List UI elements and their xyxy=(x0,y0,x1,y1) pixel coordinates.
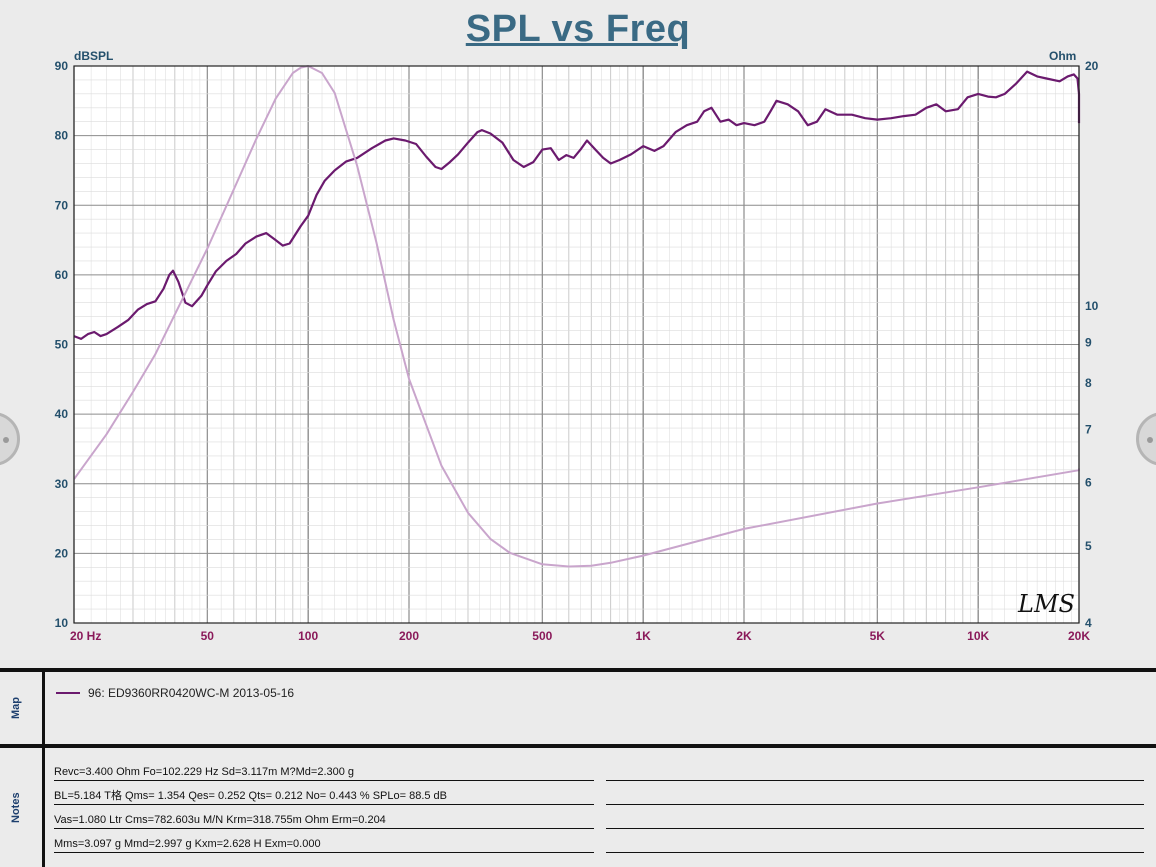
x-tick-label: 200 xyxy=(399,629,419,643)
y-right-tick-label: 8 xyxy=(1085,376,1092,390)
map-label: Map xyxy=(10,697,22,719)
note-line-4: Mms=3.097 g Mmd=2.997 g Kxm=2.628 H Exm=… xyxy=(54,832,594,853)
y-right-tick-label: 10 xyxy=(1085,299,1099,313)
notes-left-border xyxy=(42,748,45,867)
legend-swatch xyxy=(56,692,80,694)
grid xyxy=(73,65,1080,624)
y-right-tick-label: 5 xyxy=(1085,539,1092,553)
tick-labels: 10 20 30 40 50 60 70 80 90 4 5 6 7 8 9 10 20 20 Hz 50 100 20… xyxy=(55,59,1099,643)
x-tick-label: 10K xyxy=(967,629,989,643)
y-axis-right-label: Ohm xyxy=(1049,49,1076,63)
series-line-2 xyxy=(73,65,1080,568)
x-tick-label: 20K xyxy=(1068,629,1090,643)
x-tick-label: 50 xyxy=(201,629,215,643)
y-left-tick-label: 80 xyxy=(55,129,69,143)
y-right-tick-label: 9 xyxy=(1085,335,1092,349)
lms-annotation: LMS xyxy=(1017,590,1075,618)
note-line-2-right xyxy=(606,784,1144,805)
y-left-tick-label: 50 xyxy=(55,338,69,352)
legend: 96: ED9360RR0420WC-M 2013-05-16 xyxy=(56,686,294,700)
y-left-tick-label: 90 xyxy=(55,59,69,73)
map-top-border xyxy=(0,668,1156,672)
legend-entry: 96: ED9360RR0420WC-M 2013-05-16 xyxy=(88,686,295,700)
spl-chart: 10 20 30 40 50 60 70 80 90 4 5 6 7 8 9 10 20 20 Hz 50 100 20… xyxy=(55,49,1099,643)
chart-title: SPL vs Freq xyxy=(465,8,691,50)
x-tick-label: 100 xyxy=(298,629,318,643)
note-line-1: Revc=3.400 Ohm Fo=102.229 Hz Sd=3.117m M… xyxy=(54,760,594,781)
y-left-tick-label: 30 xyxy=(55,477,69,491)
x-tick-label: 20 Hz xyxy=(70,629,101,643)
x-tick-label: 1K xyxy=(635,629,651,643)
note-line-3: Vas=1.080 Ltr Cms=782.603u M/N Krm=318.7… xyxy=(54,808,594,829)
x-tick-label: 2K xyxy=(736,629,752,643)
series-group xyxy=(73,65,1081,568)
note-line-4-right xyxy=(606,832,1144,853)
y-right-tick-label: 20 xyxy=(1085,59,1099,73)
series-line-1 xyxy=(73,70,1081,340)
y-right-tick-label: 6 xyxy=(1085,476,1092,490)
y-left-tick-label: 10 xyxy=(55,616,69,630)
notes-label: Notes xyxy=(10,792,22,823)
y-left-tick-label: 70 xyxy=(55,198,69,212)
y-left-tick-label: 60 xyxy=(55,268,69,282)
notes-top-border xyxy=(0,744,1156,748)
y-axis-left-label: dBSPL xyxy=(74,49,113,63)
note-line-2: BL=5.184 T格 Qms= 1.354 Qes= 0.252 Qts= 0… xyxy=(54,784,594,805)
x-tick-label: 5K xyxy=(870,629,886,643)
y-right-tick-label: 7 xyxy=(1085,422,1092,436)
note-line-1-right xyxy=(606,760,1144,781)
y-left-tick-label: 20 xyxy=(55,546,69,560)
y-right-tick-label: 4 xyxy=(1085,616,1092,630)
y-left-tick-label: 40 xyxy=(55,407,69,421)
map-left-border xyxy=(42,672,45,744)
note-line-3-right xyxy=(606,808,1144,829)
x-tick-label: 500 xyxy=(532,629,552,643)
